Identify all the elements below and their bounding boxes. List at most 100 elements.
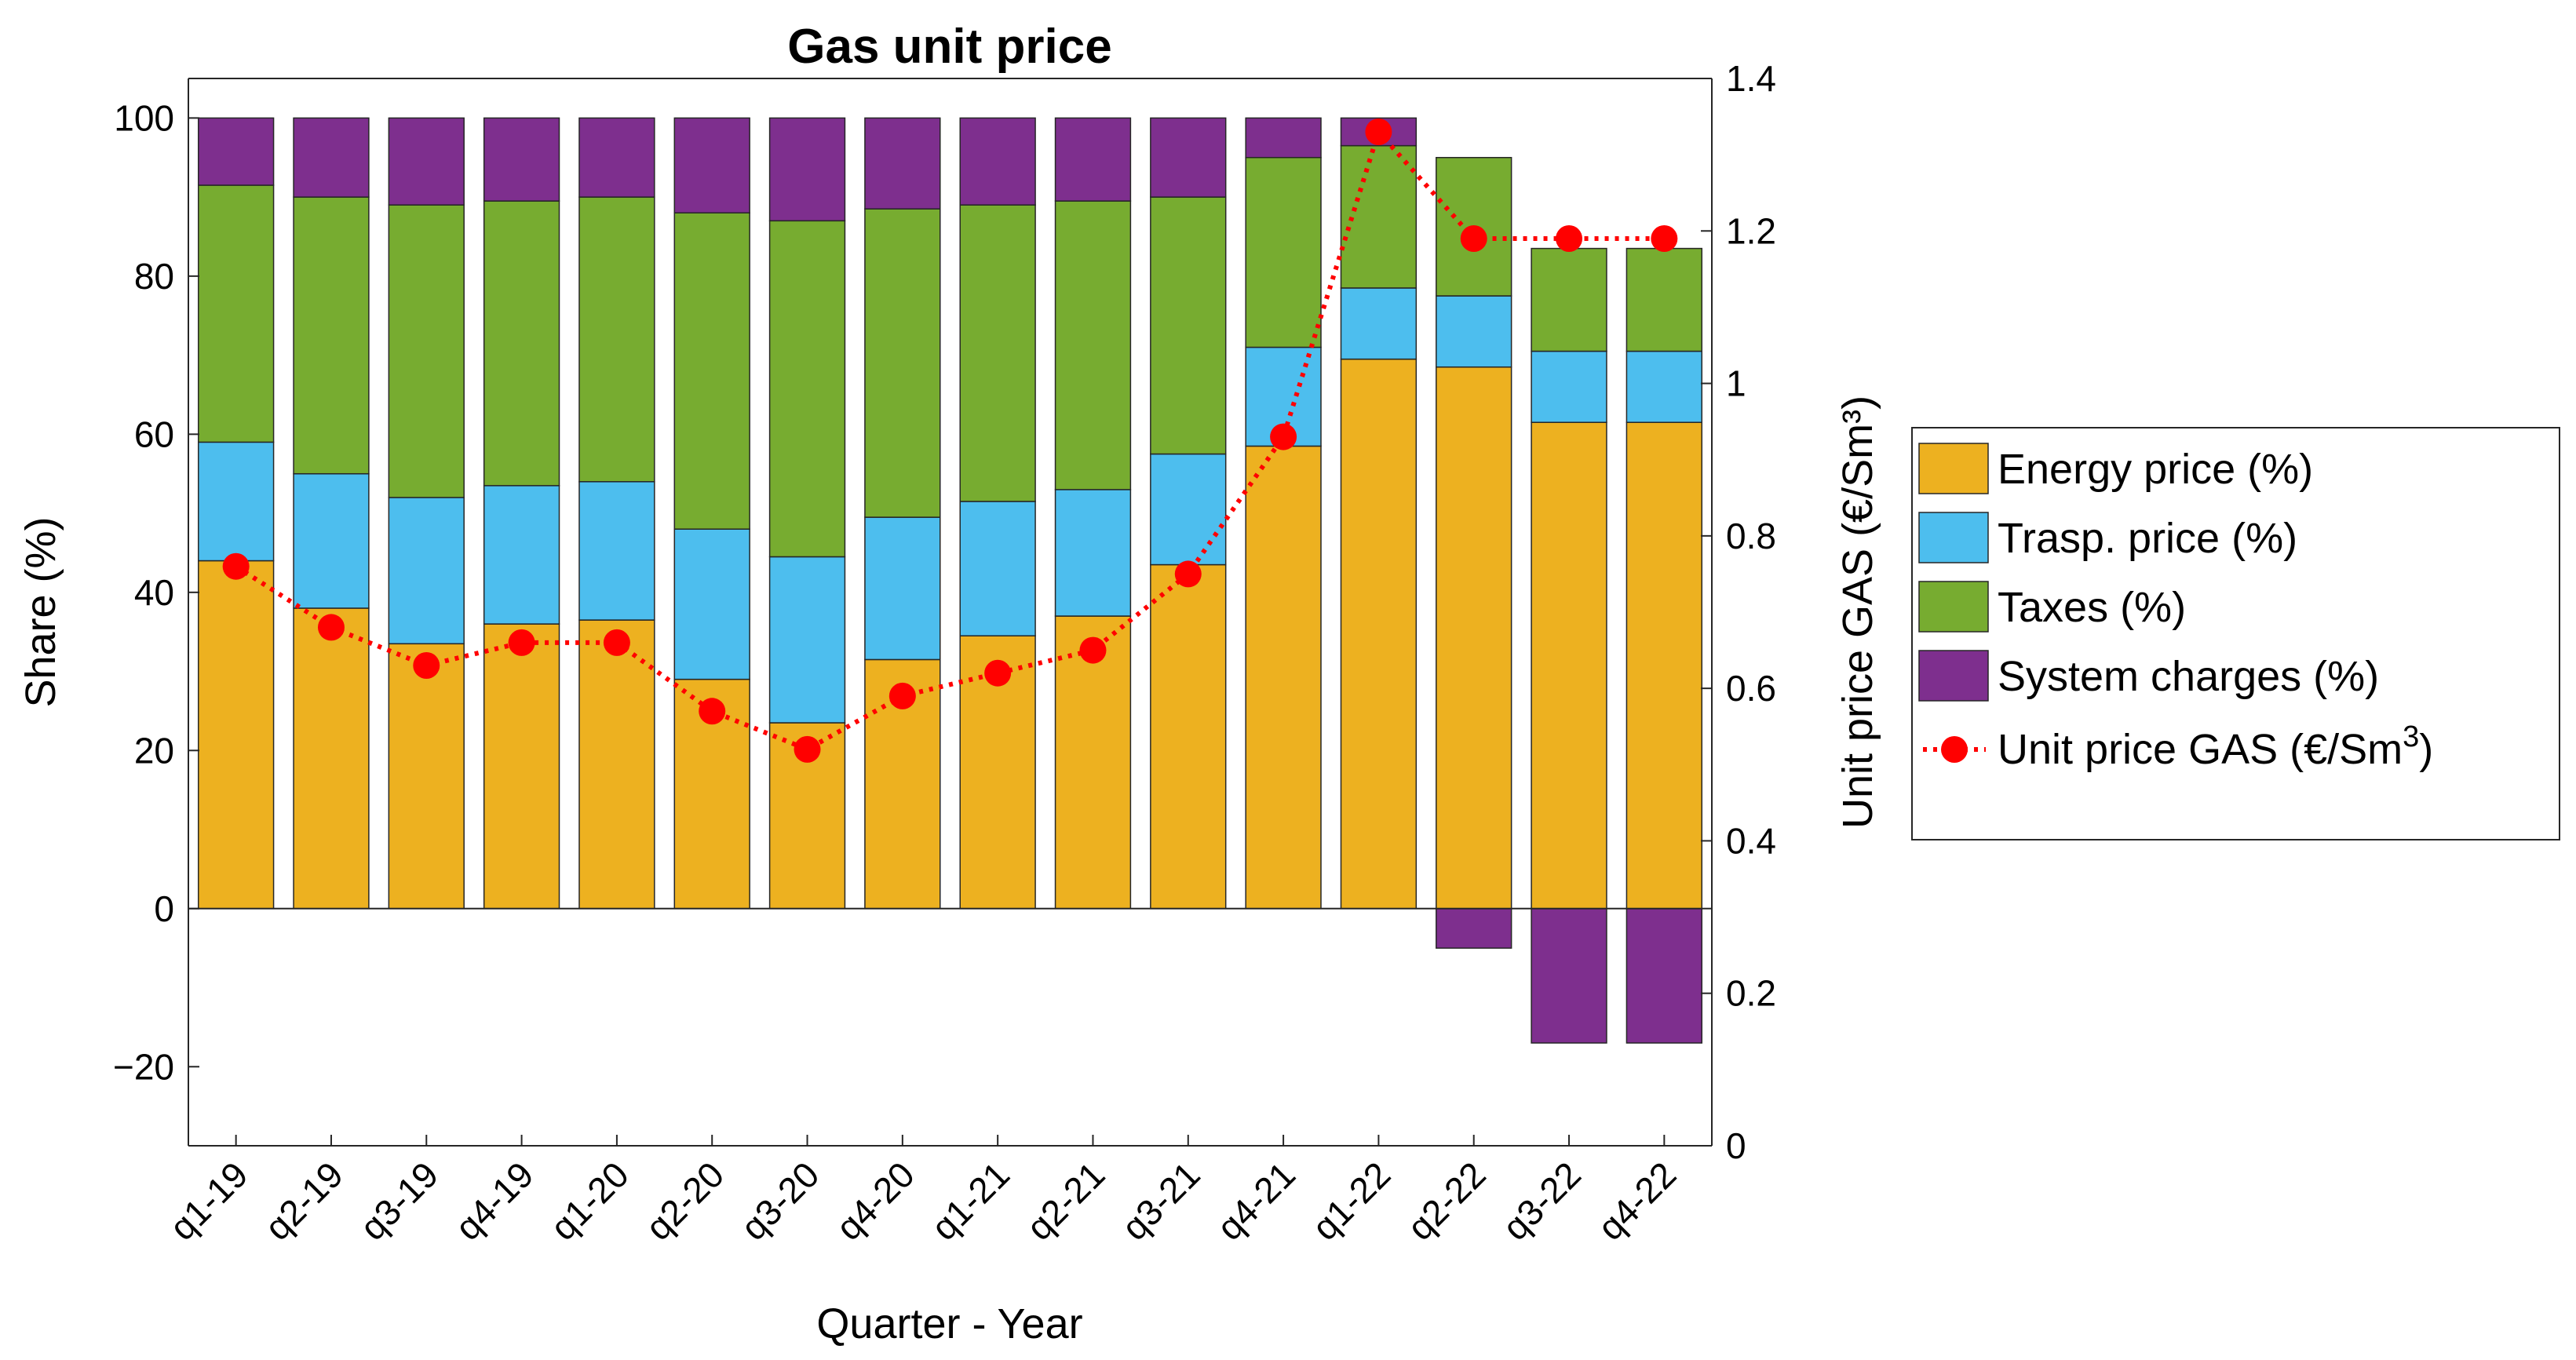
bar-q1-20-taxes <box>578 196 655 483</box>
bar-q2-21-taxes <box>1054 200 1132 490</box>
bar-q1-21-taxes <box>959 204 1036 502</box>
bar-q2-22-energy-price <box>1436 366 1512 910</box>
bar-q4-19-trasp-price <box>483 485 560 625</box>
left-axis-ticks: 100 80 60 40 20 0 −20 <box>113 97 199 1087</box>
price-point-q4-21 <box>1270 423 1297 450</box>
x-tick-label: q2-19 <box>257 1154 351 1248</box>
price-point-q2-21 <box>1079 636 1107 664</box>
bar-q2-20-system-charges <box>673 117 750 214</box>
left-tick-label: 0 <box>154 888 174 929</box>
x-axis-title: Quarter - Year <box>816 1300 1082 1347</box>
x-tick-label: q4-22 <box>1589 1154 1684 1248</box>
bar-q2-22-trasp-price <box>1436 295 1512 368</box>
bar-q2-19-system-charges <box>293 117 370 198</box>
bar-q4-20-taxes <box>864 208 941 518</box>
price-point-q2-19 <box>317 614 345 641</box>
bar-q4-21-taxes <box>1245 156 1322 348</box>
bar-q3-19-taxes <box>388 204 465 498</box>
bar-q3-19-energy-price <box>388 643 465 910</box>
right-axis-ticks: 1.4 1.2 1 0.8 0.6 0.4 0.2 0 <box>1701 58 1776 1166</box>
left-tick-label: 60 <box>134 414 174 454</box>
legend-items: Energy price (%) Trasp. price (%) Taxes (%… <box>1918 443 2433 773</box>
bar-q1-20-system-charges <box>578 117 655 198</box>
bar-q2-21-trasp-price <box>1054 489 1132 617</box>
bar-q1-21-system-charges <box>959 117 1036 206</box>
price-point-q3-21 <box>1174 560 1202 588</box>
left-tick-label: −20 <box>113 1046 174 1087</box>
price-point-q1-20 <box>603 629 630 656</box>
price-point-q3-22 <box>1556 225 1583 252</box>
bar-q3-20-trasp-price <box>768 556 846 724</box>
legend-box <box>1911 427 2560 840</box>
x-tick-label: q2-20 <box>637 1154 732 1248</box>
x-tick-label: q3-20 <box>733 1154 827 1248</box>
bar-q1-21-trasp-price <box>959 501 1036 636</box>
bar-q1-20-energy-price <box>578 619 655 910</box>
x-tick-label: q4-19 <box>447 1154 542 1248</box>
bar-q4-22-energy-price <box>1626 421 1703 910</box>
bar-q4-20-trasp-price <box>864 516 941 661</box>
bar-q3-21-taxes <box>1150 196 1227 455</box>
price-point-q1-21 <box>984 659 1012 687</box>
chart-title: Gas unit price <box>787 20 1111 74</box>
right-tick-label: 1.4 <box>1726 58 1776 99</box>
right-tick-label: 0.8 <box>1726 516 1776 556</box>
bar-q4-19-taxes <box>483 200 560 487</box>
x-tick-label: q4-21 <box>1209 1154 1303 1248</box>
bar-q4-20-system-charges <box>864 117 941 210</box>
right-tick-label: 0.6 <box>1726 668 1776 709</box>
bar-q3-22-trasp-price <box>1531 350 1607 423</box>
x-tick-label: q2-22 <box>1399 1154 1494 1248</box>
price-line <box>235 127 1665 753</box>
bar-q4-22-taxes <box>1626 247 1703 352</box>
bar-q3-21-trasp-price <box>1150 453 1227 566</box>
bar-q3-19-trasp-price <box>388 497 465 645</box>
y-axis-right-title: Unit price GAS (€/Sm³) <box>1834 396 1881 829</box>
bar-q3-20-taxes <box>768 220 846 558</box>
legend: Energy price (%) Trasp. price (%) Taxes (%… <box>1911 427 2560 840</box>
bar-q3-22-system-charges <box>1531 908 1607 1044</box>
bar-q1-20-trasp-price <box>578 481 655 621</box>
right-tick-label: 0 <box>1726 1125 1746 1166</box>
x-tick-label: q3-21 <box>1114 1154 1208 1248</box>
bar-q3-22-energy-price <box>1531 421 1607 910</box>
bar-q3-22-taxes <box>1531 247 1607 352</box>
x-tick-label: q3-19 <box>352 1154 446 1248</box>
legend-label: Trasp. price (%) <box>1998 515 2297 562</box>
x-tick-label: q1-19 <box>162 1154 256 1248</box>
price-point-q1-22 <box>1365 118 1392 145</box>
bar-q2-21-system-charges <box>1054 117 1132 202</box>
bar-q4-19-system-charges <box>483 117 560 202</box>
legend-label: System charges (%) <box>1998 653 2379 700</box>
bar-q1-22-energy-price <box>1340 358 1418 910</box>
left-tick-label: 80 <box>134 256 174 297</box>
price-point-q4-19 <box>508 629 535 656</box>
bar-q1-22-trasp-price <box>1340 287 1418 360</box>
bar-q3-21-system-charges <box>1150 117 1227 198</box>
bar-q1-19-energy-price <box>197 560 275 910</box>
bar-q3-21-energy-price <box>1150 563 1227 910</box>
price-point-q2-22 <box>1460 225 1487 252</box>
bar-q1-22-taxes <box>1340 144 1418 289</box>
price-point-q3-19 <box>413 652 440 679</box>
bar-q4-22-system-charges <box>1626 908 1703 1044</box>
bar-q4-19-energy-price <box>483 623 560 910</box>
price-point-q1-19 <box>222 552 250 580</box>
bar-q2-19-trasp-price <box>293 472 370 609</box>
bar-q1-19-taxes <box>197 184 275 443</box>
legend-swatch <box>1918 581 1989 633</box>
legend-swatch <box>1918 443 1989 494</box>
price-point-q2-20 <box>699 698 726 725</box>
left-tick-label: 20 <box>134 730 174 771</box>
x-tick-label: q3-22 <box>1494 1154 1589 1248</box>
legend-marker-sample <box>1941 736 1968 763</box>
x-tick-label: q1-21 <box>923 1154 1017 1248</box>
right-tick-label: 1.2 <box>1726 210 1776 251</box>
right-tick-label: 0.4 <box>1726 820 1776 861</box>
x-tick-label: q4-20 <box>828 1154 922 1248</box>
bar-q4-21-system-charges <box>1245 117 1322 159</box>
bar-q2-20-taxes <box>673 212 750 530</box>
legend-label: Energy price (%) <box>1998 446 2313 493</box>
left-tick-label: 40 <box>134 572 174 613</box>
